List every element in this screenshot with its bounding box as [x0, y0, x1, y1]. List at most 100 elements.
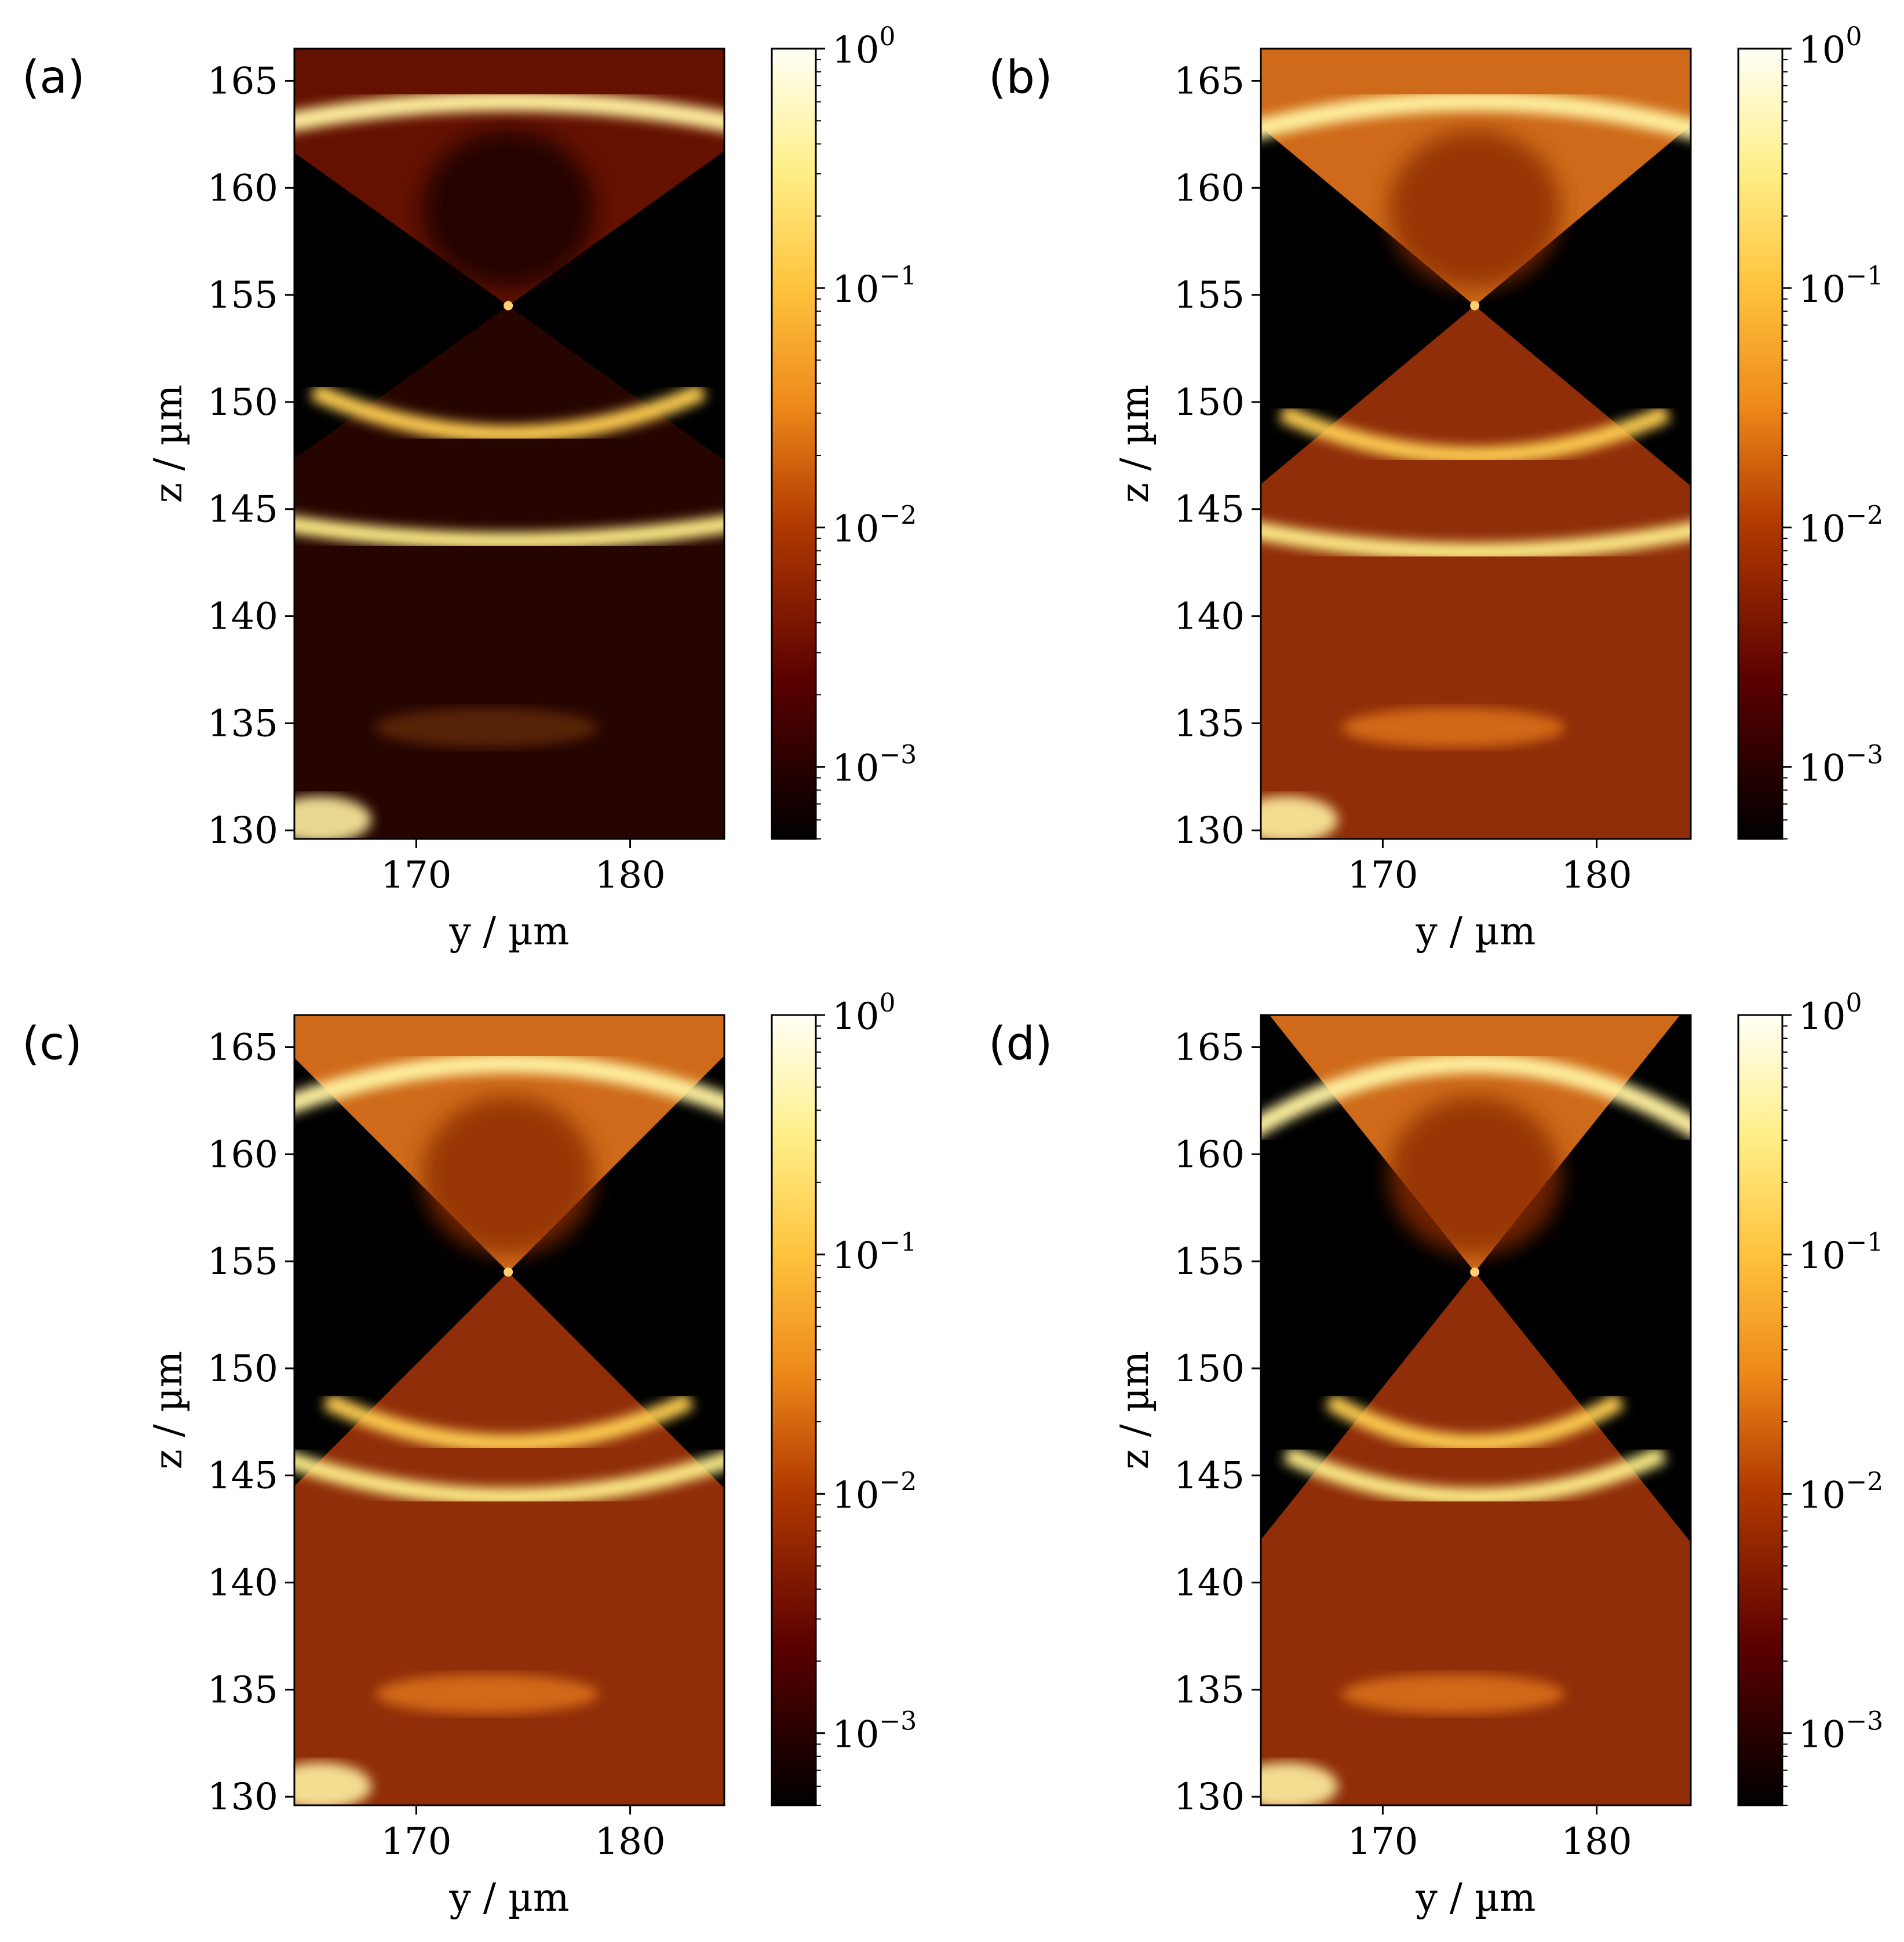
y-tick-label: 140: [207, 596, 278, 638]
x-tick-label: 170: [381, 1820, 451, 1863]
y-tick-label: 160: [1174, 1133, 1245, 1176]
y-axis-label: z / µm: [1113, 385, 1157, 503]
y-tick-label: 160: [207, 167, 278, 210]
focus-point: [1470, 1267, 1480, 1277]
top-arc: [294, 91, 724, 132]
colorbar-tick-label: 10−1: [1799, 261, 1883, 311]
panel-label: (c): [22, 1018, 82, 1070]
plot-frame: [1260, 1014, 1692, 1806]
y-tick-label: 155: [1174, 274, 1245, 317]
x-axis-label: y / µm: [1416, 1875, 1536, 1920]
lower-arc: [294, 1451, 724, 1506]
colorbar-tick-label: 100: [832, 988, 895, 1038]
y-tick-label: 135: [1174, 1669, 1245, 1711]
y-tick-label: 135: [1174, 702, 1245, 745]
plot-frame: [293, 48, 725, 840]
lower-arc: [1278, 404, 1671, 465]
corner-glow: [1261, 795, 1338, 839]
colorbar: [1737, 1014, 1783, 1806]
colorbar: [771, 48, 817, 840]
colorbar-tick-label: 10−2: [1799, 501, 1883, 550]
y-tick-label: 135: [207, 1669, 278, 1711]
colorbar-tick-label: 10−3: [832, 740, 917, 790]
x-tick-label: 180: [1561, 854, 1632, 897]
colorbar-tick-label: 10−1: [1799, 1228, 1883, 1277]
heatmap-image: [294, 1015, 724, 1805]
y-tick-label: 150: [207, 1348, 278, 1390]
y-tick-label: 140: [207, 1562, 278, 1605]
y-tick-label: 130: [207, 1776, 278, 1819]
heatmap-image: [1261, 49, 1691, 839]
lower-cone: [294, 305, 724, 839]
colorbar-tick-label: 10−1: [832, 1228, 917, 1277]
colorbar: [771, 1014, 817, 1806]
lower-structure: [1341, 1674, 1566, 1714]
top-arc: [294, 1053, 724, 1114]
y-tick-label: 130: [1174, 809, 1245, 852]
upper-interior: [1388, 1096, 1561, 1255]
x-axis-label: y / µm: [1416, 909, 1536, 954]
y-tick-label: 145: [1174, 488, 1245, 531]
upper-interior: [1388, 130, 1561, 289]
corner-glow: [294, 795, 372, 839]
panel-label: (b): [989, 52, 1052, 104]
x-tick-label: 170: [1347, 1820, 1418, 1863]
upper-interior: [422, 130, 594, 289]
lower-arc: [294, 515, 724, 550]
top-arc: [1261, 91, 1691, 140]
upper-interior: [422, 1096, 594, 1255]
y-axis-label: z / µm: [1113, 1351, 1157, 1469]
corner-glow: [1261, 1762, 1338, 1805]
y-tick-label: 140: [1174, 1562, 1245, 1605]
lower-arc: [310, 383, 707, 443]
panel-d: 170 180 130 135 140 145 150 155 160 165 y / µm z / …: [989, 988, 1883, 1920]
x-tick-label: 170: [1347, 854, 1418, 897]
y-tick-label: 130: [207, 809, 278, 852]
colorbar-tick-label: 10−3: [1799, 740, 1883, 790]
panel-b: 170 180 130 135 140 145 150 155 160 165 y / µm z / …: [989, 22, 1883, 954]
y-tick-label: 130: [1174, 1776, 1245, 1819]
colorbar-tick-label: 10−2: [1799, 1467, 1883, 1517]
y-tick-label: 165: [207, 60, 278, 103]
lower-arc: [1261, 522, 1691, 561]
y-tick-label: 160: [207, 1133, 278, 1176]
lower-cone: [1261, 1272, 1691, 1805]
y-tick-label: 135: [207, 702, 278, 745]
y-tick-label: 155: [207, 274, 278, 317]
x-axis-label: y / µm: [449, 909, 570, 954]
y-tick-label: 165: [1174, 60, 1245, 103]
colorbar-tick-label: 10−2: [832, 501, 917, 550]
y-tick-label: 150: [1174, 381, 1245, 424]
plot-frame: [293, 1014, 725, 1806]
y-tick-label: 145: [1174, 1455, 1245, 1498]
focus-point: [504, 1267, 513, 1277]
y-tick-label: 145: [207, 1455, 278, 1498]
y-tick-label: 160: [1174, 167, 1245, 210]
lower-cone: [294, 1272, 724, 1805]
focus-point: [1470, 301, 1480, 311]
panel-label: (d): [989, 1018, 1052, 1070]
x-axis-label: y / µm: [449, 1875, 570, 1920]
top-arc: [1261, 1053, 1691, 1138]
y-tick-label: 155: [207, 1240, 278, 1283]
lower-structure: [375, 707, 599, 747]
lower-structure: [375, 1674, 599, 1714]
panels: 170 180 130 135 140 145 150 155 160 165 y / µm z / …: [22, 22, 1883, 1920]
colorbar-tick-label: 10−2: [832, 1467, 917, 1517]
lower-arc: [1325, 1393, 1625, 1452]
y-tick-label: 155: [1174, 1240, 1245, 1283]
colorbar-tick-label: 10−3: [832, 1707, 917, 1757]
y-axis-label: z / µm: [146, 385, 191, 503]
y-tick-label: 140: [1174, 596, 1245, 638]
plot-frame: [1260, 48, 1692, 840]
colorbar-tick-label: 100: [1799, 22, 1862, 72]
focus-point: [504, 301, 513, 311]
colorbar-tick-label: 100: [832, 22, 895, 72]
x-tick-label: 180: [1561, 1820, 1632, 1863]
colorbar: [1737, 48, 1783, 840]
y-tick-label: 145: [207, 488, 278, 531]
y-axis-label: z / µm: [146, 1351, 191, 1469]
y-tick-label: 150: [207, 381, 278, 424]
panel-a: 170 180 130 135 140 145 150 155 160 165 y / µm z / …: [22, 22, 917, 954]
